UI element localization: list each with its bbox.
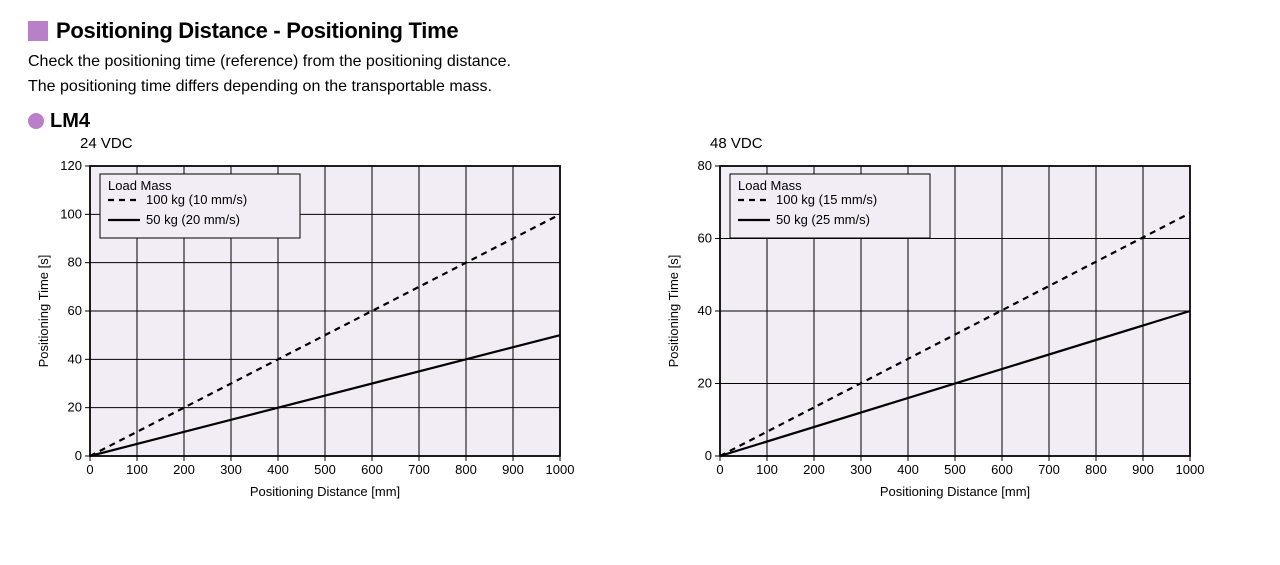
chart-48vdc: 48 VDC 010020030040050060070080090010000… bbox=[658, 135, 1218, 514]
svg-text:80: 80 bbox=[698, 158, 712, 173]
svg-text:500: 500 bbox=[944, 462, 966, 477]
svg-text:200: 200 bbox=[803, 462, 825, 477]
svg-text:50 kg (20 mm/s): 50 kg (20 mm/s) bbox=[146, 212, 240, 227]
svg-text:1000: 1000 bbox=[1176, 462, 1205, 477]
chart-title-left: 24 VDC bbox=[80, 135, 588, 152]
svg-text:50 kg (25 mm/s): 50 kg (25 mm/s) bbox=[776, 212, 870, 227]
svg-text:120: 120 bbox=[60, 158, 82, 173]
header-bullet-icon bbox=[28, 21, 48, 41]
svg-text:60: 60 bbox=[68, 303, 82, 318]
svg-text:900: 900 bbox=[1132, 462, 1154, 477]
svg-text:40: 40 bbox=[698, 303, 712, 318]
page-title: Positioning Distance - Positioning Time bbox=[56, 18, 458, 44]
svg-text:400: 400 bbox=[897, 462, 919, 477]
svg-text:100 kg (10 mm/s): 100 kg (10 mm/s) bbox=[146, 192, 247, 207]
page-header: Positioning Distance - Positioning Time bbox=[28, 18, 1252, 44]
subheader-bullet-icon bbox=[28, 113, 44, 129]
svg-text:100: 100 bbox=[756, 462, 778, 477]
svg-text:300: 300 bbox=[850, 462, 872, 477]
svg-text:20: 20 bbox=[68, 399, 82, 414]
svg-text:0: 0 bbox=[75, 448, 82, 463]
intro-text: Check the positioning time (reference) f… bbox=[28, 50, 1252, 100]
svg-text:300: 300 bbox=[220, 462, 242, 477]
subheader-title: LM4 bbox=[50, 110, 90, 133]
svg-text:80: 80 bbox=[68, 254, 82, 269]
svg-text:100: 100 bbox=[126, 462, 148, 477]
svg-text:Positioning Time [s]: Positioning Time [s] bbox=[666, 254, 681, 367]
svg-text:900: 900 bbox=[502, 462, 524, 477]
svg-text:40: 40 bbox=[68, 351, 82, 366]
svg-text:600: 600 bbox=[361, 462, 383, 477]
charts-row: 24 VDC 010020030040050060070080090010000… bbox=[28, 135, 1252, 514]
svg-text:800: 800 bbox=[1085, 462, 1107, 477]
svg-text:200: 200 bbox=[173, 462, 195, 477]
svg-text:0: 0 bbox=[716, 462, 723, 477]
svg-text:Load Mass: Load Mass bbox=[108, 178, 172, 193]
svg-text:100: 100 bbox=[60, 206, 82, 221]
chart-svg-right: 0 100 200 300 400 500 600 700 800 900 1000 0 20 40 60 8… bbox=[658, 154, 1218, 514]
svg-text:500: 500 bbox=[314, 462, 336, 477]
chart-title-right: 48 VDC bbox=[710, 135, 1218, 152]
chart-svg-left: 0 100 200 300 400 500 600 700 800 900 1000 0 20 40 60 8… bbox=[28, 154, 588, 514]
chart-24vdc: 24 VDC 010020030040050060070080090010000… bbox=[28, 135, 588, 514]
svg-text:1000: 1000 bbox=[546, 462, 575, 477]
svg-text:Positioning Distance [mm]: Positioning Distance [mm] bbox=[880, 484, 1030, 499]
section-subheader: LM4 bbox=[28, 110, 1252, 133]
svg-text:700: 700 bbox=[408, 462, 430, 477]
svg-text:0: 0 bbox=[86, 462, 93, 477]
svg-text:Positioning Time [s]: Positioning Time [s] bbox=[36, 254, 51, 367]
intro-line-2: The positioning time differs depending o… bbox=[28, 75, 1252, 100]
svg-text:700: 700 bbox=[1038, 462, 1060, 477]
svg-text:0: 0 bbox=[705, 448, 712, 463]
svg-text:Positioning Distance [mm]: Positioning Distance [mm] bbox=[250, 484, 400, 499]
svg-text:600: 600 bbox=[991, 462, 1013, 477]
svg-text:400: 400 bbox=[267, 462, 289, 477]
svg-text:100 kg (15 mm/s): 100 kg (15 mm/s) bbox=[776, 192, 877, 207]
intro-line-1: Check the positioning time (reference) f… bbox=[28, 50, 1252, 75]
svg-text:20: 20 bbox=[698, 375, 712, 390]
svg-text:800: 800 bbox=[455, 462, 477, 477]
svg-text:60: 60 bbox=[698, 230, 712, 245]
svg-text:Load Mass: Load Mass bbox=[738, 178, 802, 193]
